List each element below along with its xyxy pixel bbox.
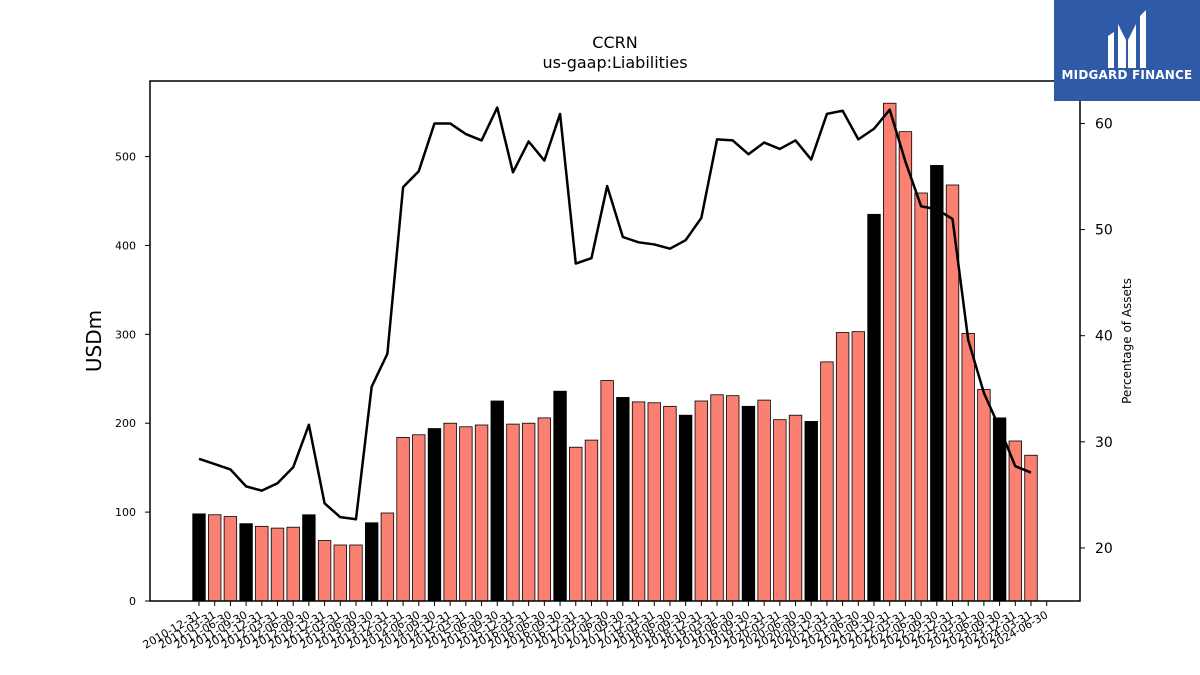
bar-2014-06-30 [412, 434, 426, 602]
bar-2012-06-30 [286, 526, 300, 602]
bar-2015-09-30 [490, 400, 504, 602]
y-tick-label: 500 [115, 151, 136, 164]
y-tick-label: 300 [115, 328, 136, 341]
bar-2011-06-30 [223, 516, 238, 602]
y-axis-left: 0 100 200 300 400 500 [115, 151, 150, 608]
bar-2023-03-31 [961, 333, 975, 602]
logo-text: MIDGARD FINANCE [1061, 68, 1193, 82]
bar-2014-03-31 [396, 437, 410, 602]
y-tick-label: 400 [115, 239, 136, 252]
bar-2021-03-31 [835, 332, 850, 602]
bar-2014-09-30 [427, 428, 442, 602]
y2-tick-label: 60 [1095, 116, 1113, 132]
bar-2011-09-30 [239, 523, 253, 602]
y2-tick-label: 20 [1095, 541, 1113, 557]
bar-2013-06-30 [349, 544, 363, 602]
bar-2018-12-31 [694, 400, 709, 602]
chart-title: CCRN [592, 33, 637, 52]
bar-2015-03-31 [459, 426, 473, 602]
bar-2017-09-30 [616, 397, 630, 602]
bar-2018-03-31 [647, 402, 661, 602]
bar-2010-12-31 [192, 513, 206, 602]
bar-2015-12-31 [506, 423, 520, 602]
bar-2020-12-31 [820, 361, 834, 602]
y-axis-right: 20 30 40 50 60 [1080, 116, 1113, 557]
y2-tick-label: 50 [1095, 223, 1113, 239]
bar-2023-06-30 [977, 389, 991, 602]
bar-2015-06-30 [474, 424, 489, 602]
y-axis-label: USDm [82, 310, 106, 372]
bar-2014-12-31 [443, 422, 457, 602]
bar-2016-09-30 [553, 390, 567, 602]
y-tick-label: 0 [129, 595, 136, 608]
bar-2016-03-31 [521, 422, 536, 602]
midgard-finance-logo: MIDGARD FINANCE [1054, 0, 1200, 101]
bar-2024-03-31 [1024, 454, 1038, 602]
bar-2019-03-31 [710, 394, 724, 602]
y-tick-label: 100 [115, 506, 136, 519]
bar-2022-09-30 [930, 165, 944, 602]
bar-2021-09-30 [867, 213, 881, 602]
bar-2012-03-31 [270, 527, 285, 602]
bar-2019-06-30 [726, 395, 740, 602]
chart-subtitle: us-gaap:Liabilities [542, 53, 687, 72]
bar-2016-12-31 [569, 446, 583, 602]
bar-2020-09-30 [804, 421, 818, 602]
bar-2022-03-31 [898, 131, 913, 602]
y2-axis-label: Percentage of Assets [1120, 278, 1134, 404]
y-tick-label: 200 [115, 417, 136, 430]
bar-2023-09-30 [992, 417, 1007, 602]
bar-2020-06-30 [788, 414, 803, 602]
bar-2018-06-30 [663, 405, 677, 602]
bar-2021-06-30 [851, 331, 865, 602]
bar-2011-03-31 [208, 514, 222, 602]
bar-2011-12-31 [255, 525, 269, 602]
bar-2017-06-30 [600, 380, 614, 602]
x-axis: 2010-12-312011-03-312011-06-302011-09-30… [141, 601, 1050, 652]
bar-2020-03-31 [773, 419, 787, 602]
bar-2018-09-30 [678, 414, 693, 602]
bar-2022-06-30 [914, 192, 928, 602]
bar-2013-03-31 [333, 544, 347, 602]
bar-2012-09-30 [302, 514, 316, 602]
bar-2021-12-31 [883, 102, 897, 602]
bar-2012-12-31 [317, 540, 332, 602]
y2-tick-label: 30 [1095, 435, 1113, 451]
bar-2013-09-30 [364, 522, 379, 602]
bar-2019-09-30 [741, 405, 756, 602]
line-series [198, 106, 1032, 521]
midgard-logo-icon [1108, 10, 1146, 68]
bar-2016-06-30 [537, 417, 552, 602]
bar-2017-03-31 [584, 439, 599, 602]
plot-frame [149, 80, 1081, 602]
bar-2019-12-31 [757, 399, 771, 602]
bar-2013-12-31 [380, 512, 395, 602]
percentage-of-assets-line [198, 106, 1032, 521]
bar-2017-12-31 [631, 401, 646, 602]
y2-tick-label: 40 [1095, 329, 1113, 345]
